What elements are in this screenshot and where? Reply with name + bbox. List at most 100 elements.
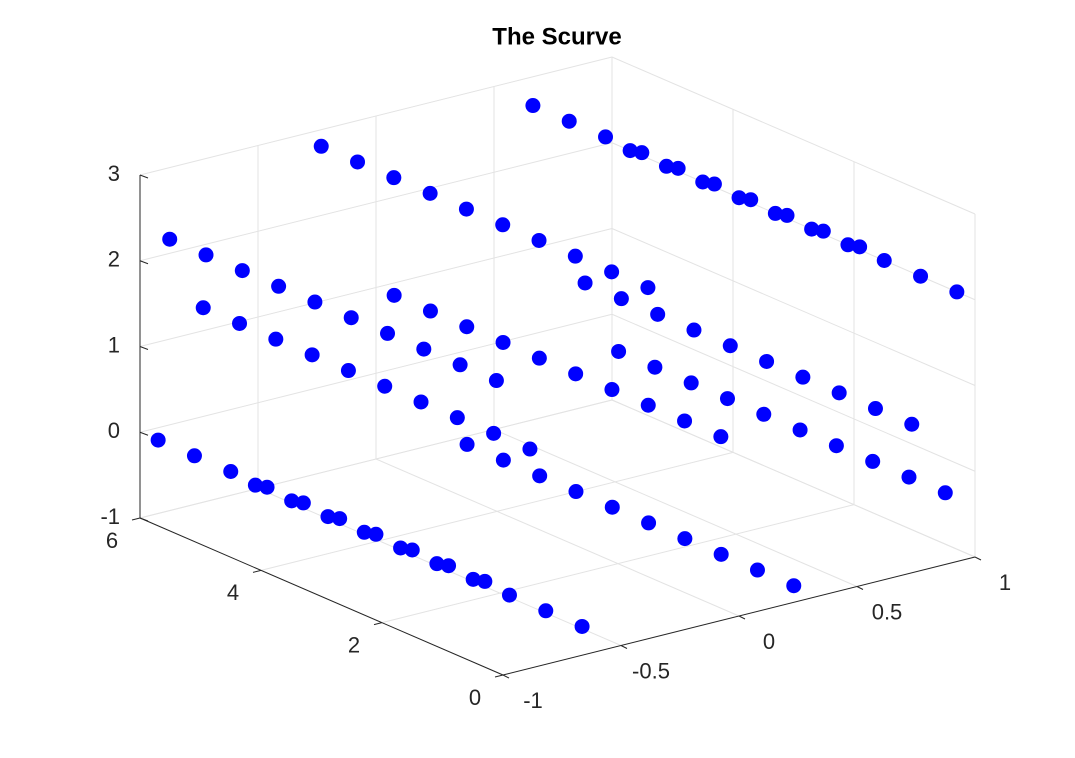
point (577, 275, 593, 291)
point (186, 448, 202, 464)
point (538, 603, 554, 619)
point (268, 331, 284, 347)
point (441, 558, 457, 574)
point (522, 441, 538, 457)
point (422, 303, 438, 319)
point (731, 190, 747, 206)
point (449, 410, 465, 426)
grid-line (611, 56, 976, 215)
point (247, 477, 263, 493)
x-tick (502, 674, 510, 679)
point (429, 556, 445, 572)
point (713, 546, 729, 562)
x-tick-label: 0 (763, 629, 775, 654)
point (304, 347, 320, 363)
y-tick (252, 569, 262, 573)
point (686, 322, 702, 338)
x-tick (856, 586, 864, 590)
y-tick-label: 4 (227, 580, 239, 605)
point (641, 515, 657, 531)
point (422, 185, 438, 201)
z-tick-label: -1 (100, 504, 120, 529)
x-tick-label: -0.5 (632, 658, 670, 683)
point (459, 319, 475, 335)
point (162, 231, 178, 247)
y-axis (139, 517, 504, 676)
z-tick (139, 174, 149, 179)
y-tick (373, 622, 383, 626)
y-tick-label: 2 (348, 632, 360, 657)
point (640, 280, 656, 296)
x-tick-label: 1 (999, 570, 1011, 595)
point (613, 291, 629, 307)
y-tick (494, 674, 504, 678)
point (386, 170, 402, 186)
point (840, 237, 856, 253)
point (804, 221, 820, 237)
z-tick-label: 0 (108, 418, 120, 443)
point (404, 542, 420, 558)
grid-line (139, 228, 613, 347)
point (501, 587, 517, 603)
x-tick (620, 645, 628, 649)
point (795, 369, 811, 385)
point (561, 113, 577, 129)
point (786, 578, 802, 594)
point (650, 306, 666, 322)
point (477, 573, 493, 589)
point (749, 562, 765, 578)
point (604, 382, 620, 398)
point (307, 294, 323, 310)
point (284, 493, 300, 509)
point (695, 174, 711, 190)
point (792, 422, 808, 438)
point (393, 540, 409, 556)
point (759, 353, 775, 369)
x-tick (738, 615, 746, 620)
y-tick-label: 0 (469, 685, 481, 710)
point (647, 359, 663, 375)
point (611, 343, 627, 359)
point (416, 341, 432, 357)
point (350, 154, 366, 170)
point (531, 232, 547, 248)
point (531, 350, 547, 366)
point (458, 201, 474, 217)
point (867, 401, 883, 417)
x-tick-label: -1 (523, 688, 543, 713)
point (604, 264, 620, 280)
point (713, 429, 729, 445)
point (815, 223, 831, 239)
grid-line (375, 458, 740, 617)
z-tick (139, 260, 149, 265)
point (567, 248, 583, 264)
point (488, 373, 504, 389)
point (495, 452, 511, 468)
grid-line (611, 228, 976, 386)
point (937, 485, 953, 501)
point (452, 357, 468, 373)
grid-line (139, 56, 613, 176)
z-tick-label: 2 (108, 247, 120, 272)
point (779, 207, 795, 223)
point (295, 495, 311, 511)
point (901, 469, 917, 485)
point (670, 160, 686, 176)
z-tick-label: 1 (108, 332, 120, 357)
point (271, 278, 287, 294)
z-tick (139, 346, 149, 350)
point (598, 129, 614, 145)
grid-line (381, 504, 855, 624)
grid-line (139, 313, 613, 433)
point (622, 143, 638, 159)
grid-line (611, 399, 976, 558)
grid-line (139, 142, 613, 262)
point (568, 366, 584, 382)
point (949, 284, 965, 300)
point (865, 453, 881, 469)
point (495, 217, 511, 233)
point (232, 315, 248, 331)
y-tick (131, 517, 141, 521)
point (756, 406, 772, 422)
